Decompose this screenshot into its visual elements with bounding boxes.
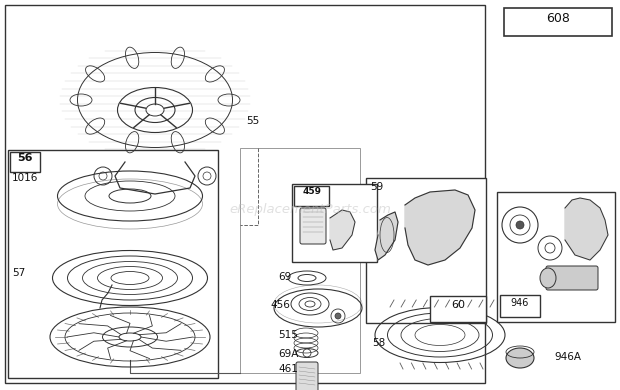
Text: eReplacementParts.com: eReplacementParts.com <box>229 204 391 216</box>
Text: 60: 60 <box>451 300 465 310</box>
Circle shape <box>335 313 341 319</box>
Text: 456: 456 <box>270 300 290 310</box>
Circle shape <box>516 221 524 229</box>
Bar <box>240 148 360 373</box>
Text: 55: 55 <box>246 116 259 126</box>
Text: 59: 59 <box>370 182 383 192</box>
Text: 69: 69 <box>278 272 291 282</box>
Text: 57: 57 <box>12 268 25 278</box>
Text: 56: 56 <box>17 153 33 163</box>
Bar <box>366 178 486 323</box>
Polygon shape <box>375 212 398 260</box>
Text: 1016: 1016 <box>12 173 38 183</box>
FancyBboxPatch shape <box>300 208 326 244</box>
Text: 461: 461 <box>278 364 298 374</box>
Polygon shape <box>405 190 475 265</box>
Text: 58: 58 <box>372 338 385 348</box>
Bar <box>10 152 40 172</box>
Bar <box>430 296 486 322</box>
Text: 608: 608 <box>546 12 570 25</box>
Polygon shape <box>565 198 608 260</box>
Bar <box>292 184 377 262</box>
FancyBboxPatch shape <box>296 362 318 390</box>
Ellipse shape <box>540 268 556 288</box>
FancyBboxPatch shape <box>546 266 598 290</box>
Bar <box>8 150 218 378</box>
Text: 459: 459 <box>303 187 322 196</box>
Text: 946A: 946A <box>554 352 581 362</box>
Text: 946: 946 <box>511 298 529 308</box>
Text: 69A: 69A <box>278 349 298 359</box>
Bar <box>500 295 540 317</box>
Bar <box>294 186 329 206</box>
Bar <box>504 8 612 36</box>
Text: 515: 515 <box>278 330 298 340</box>
Ellipse shape <box>506 348 534 368</box>
Bar <box>497 192 615 322</box>
Bar <box>5 5 485 383</box>
Polygon shape <box>330 210 355 250</box>
